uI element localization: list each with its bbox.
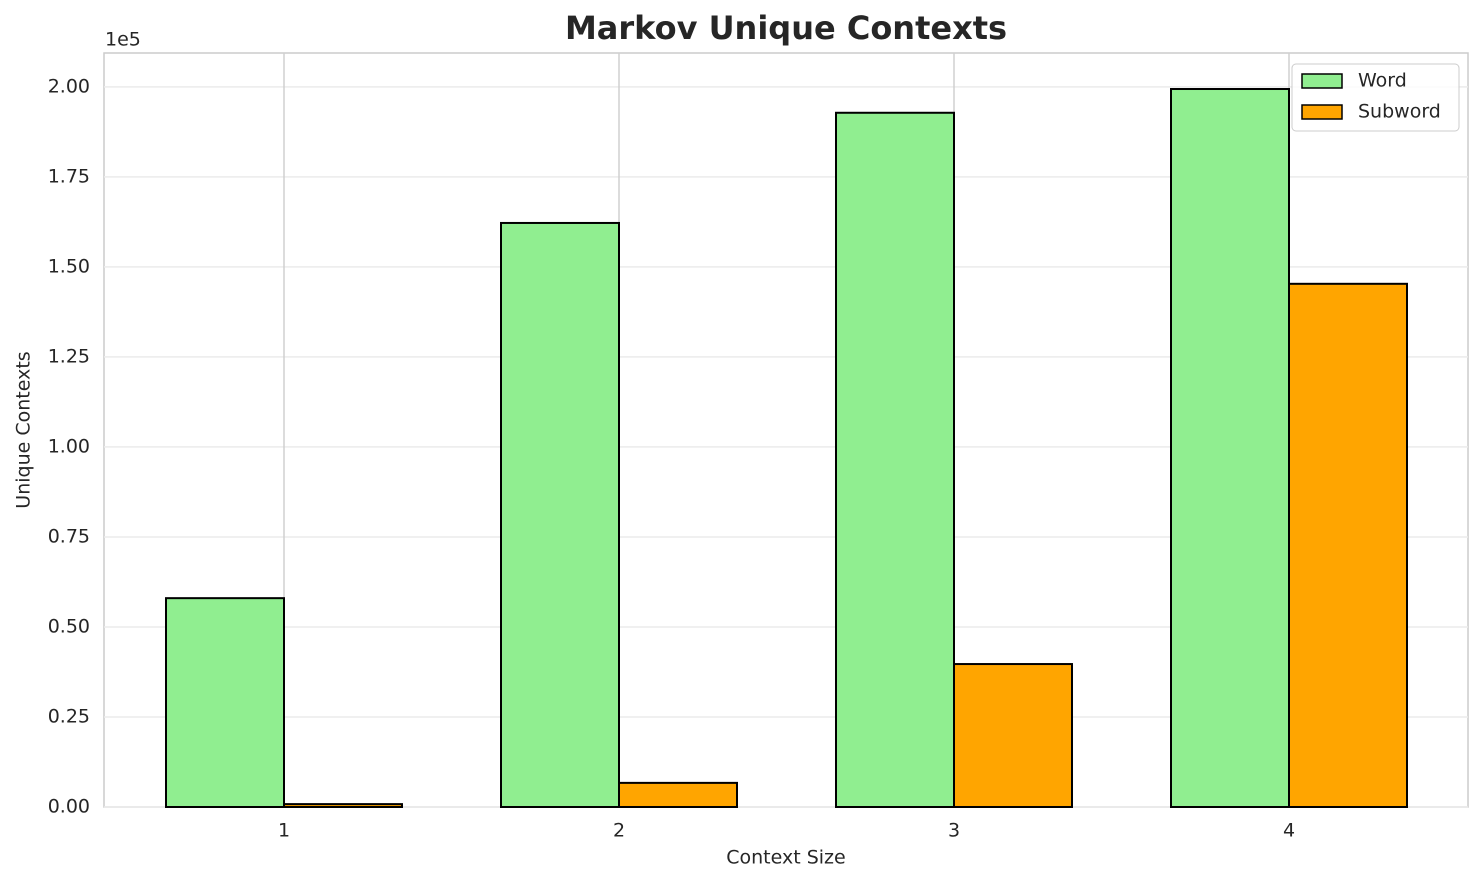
legend-label: Subword <box>1358 101 1441 123</box>
bar <box>953 663 1073 809</box>
y-axis-label: Unique Contexts <box>13 351 35 508</box>
legend-label: Word <box>1358 70 1407 92</box>
x-axis-label: Context Size <box>726 847 845 869</box>
y-tick-label: 0.75 <box>48 525 90 547</box>
y-offset-label: 1e5 <box>105 29 141 51</box>
bar <box>1170 88 1290 809</box>
bar <box>1288 282 1408 809</box>
y-tick-label: 1.50 <box>48 255 90 277</box>
bar <box>835 111 955 808</box>
y-tick-label: 0.25 <box>48 705 90 727</box>
y-tick-label: 1.25 <box>48 345 90 367</box>
legend-swatch <box>1301 73 1343 89</box>
y-tick-label: 2.00 <box>48 75 90 97</box>
bar <box>283 803 403 808</box>
bar <box>500 221 620 809</box>
chart-title: Markov Unique Contexts <box>565 9 1007 47</box>
y-tick-label: 1.75 <box>48 165 90 187</box>
legend-swatch <box>1301 104 1343 120</box>
x-tick-label: 3 <box>948 820 960 842</box>
x-tick-label: 4 <box>1283 820 1295 842</box>
bar <box>165 597 285 809</box>
x-tick-label: 2 <box>613 820 625 842</box>
y-tick-label: 0.50 <box>48 615 90 637</box>
y-tick-label: 0.00 <box>48 796 90 818</box>
y-tick-label: 1.00 <box>48 435 90 457</box>
x-tick-label: 1 <box>278 820 290 842</box>
bar <box>618 781 738 808</box>
